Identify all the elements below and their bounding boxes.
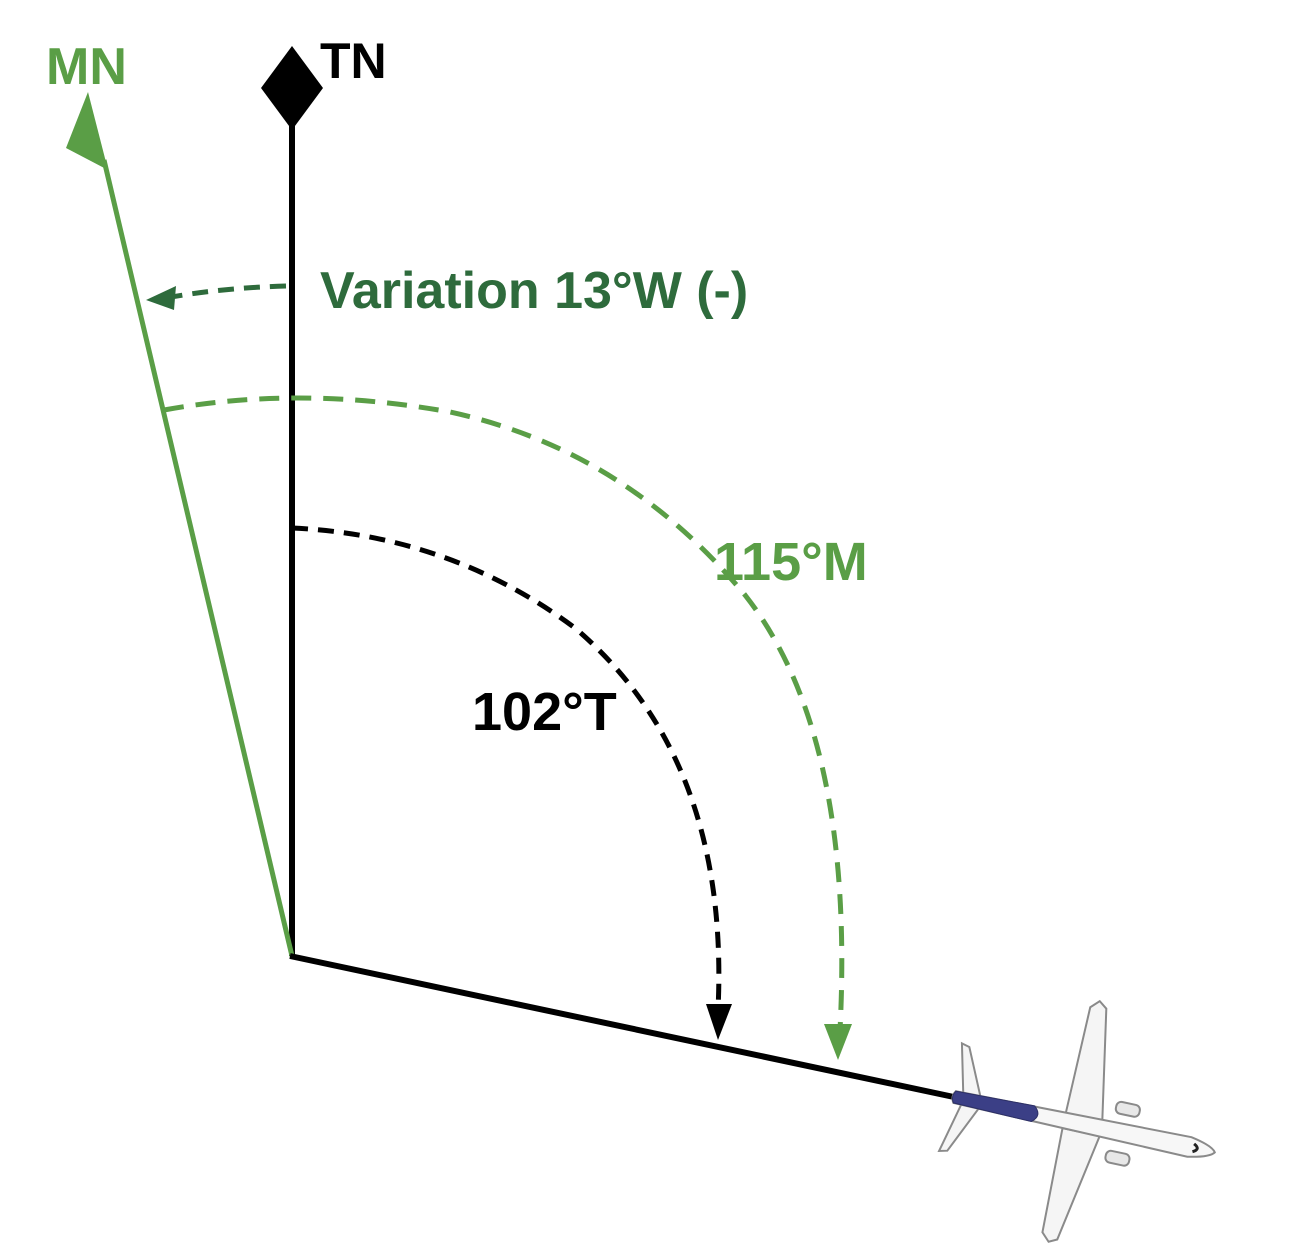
airplane-icon	[937, 999, 1216, 1243]
variation-arrowhead-icon	[146, 286, 176, 310]
magnetic-north-arrowhead-icon	[66, 92, 108, 170]
heading-line	[289, 953, 969, 1103]
true-north-diamond-icon	[261, 46, 323, 130]
magnetic-heading-label: 115°M	[714, 532, 868, 592]
true-heading-arc	[291, 525, 722, 1011]
true-heading-arrowhead-icon	[706, 1004, 732, 1040]
magnetic-heading-arrowhead-icon	[824, 1024, 852, 1060]
magnetic-heading-arc	[163, 395, 845, 1031]
true-north-label: TN	[320, 33, 387, 89]
variation-arrow	[165, 283, 287, 301]
magnetic-north-label: MN	[46, 38, 127, 96]
true-heading-label: 102°T	[472, 682, 617, 742]
magnetic-north-line	[101, 159, 295, 957]
variation-label: Variation 13°W (-)	[320, 262, 748, 320]
